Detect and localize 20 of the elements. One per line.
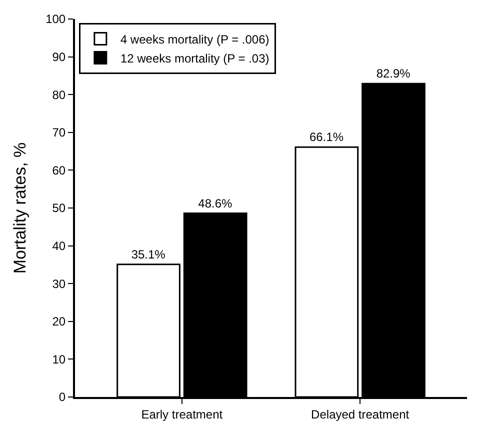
- y-tick-label: 10: [52, 352, 66, 366]
- data-label: 48.6%: [198, 196, 232, 210]
- data-label: 82.9%: [376, 66, 411, 81]
- y-tick-label: 0: [58, 390, 66, 404]
- y-tick-label: 90: [52, 50, 66, 64]
- y-tick-label: 80: [52, 88, 66, 102]
- y-tick-label: 20: [52, 314, 66, 329]
- y-tick-label: 40: [52, 239, 66, 253]
- legend-label: 4 weeks mortality (P = .006): [120, 32, 270, 46]
- y-tick-label: 30: [52, 276, 66, 291]
- y-tick-label: 50: [52, 201, 66, 216]
- y-axis-title: Mortality rates, %: [10, 142, 30, 274]
- y-tick-label: 60: [52, 163, 66, 178]
- data-label: 66.1%: [310, 130, 344, 144]
- x-tick-label: Delayed treatment: [311, 407, 410, 422]
- data-label: 35.1%: [131, 247, 166, 262]
- y-tick-label: 100: [46, 12, 66, 26]
- legend-label: 12 weeks mortality (P = .03): [120, 51, 270, 66]
- y-tick-label: 70: [52, 126, 66, 140]
- x-tick-label: Early treatment: [141, 407, 224, 422]
